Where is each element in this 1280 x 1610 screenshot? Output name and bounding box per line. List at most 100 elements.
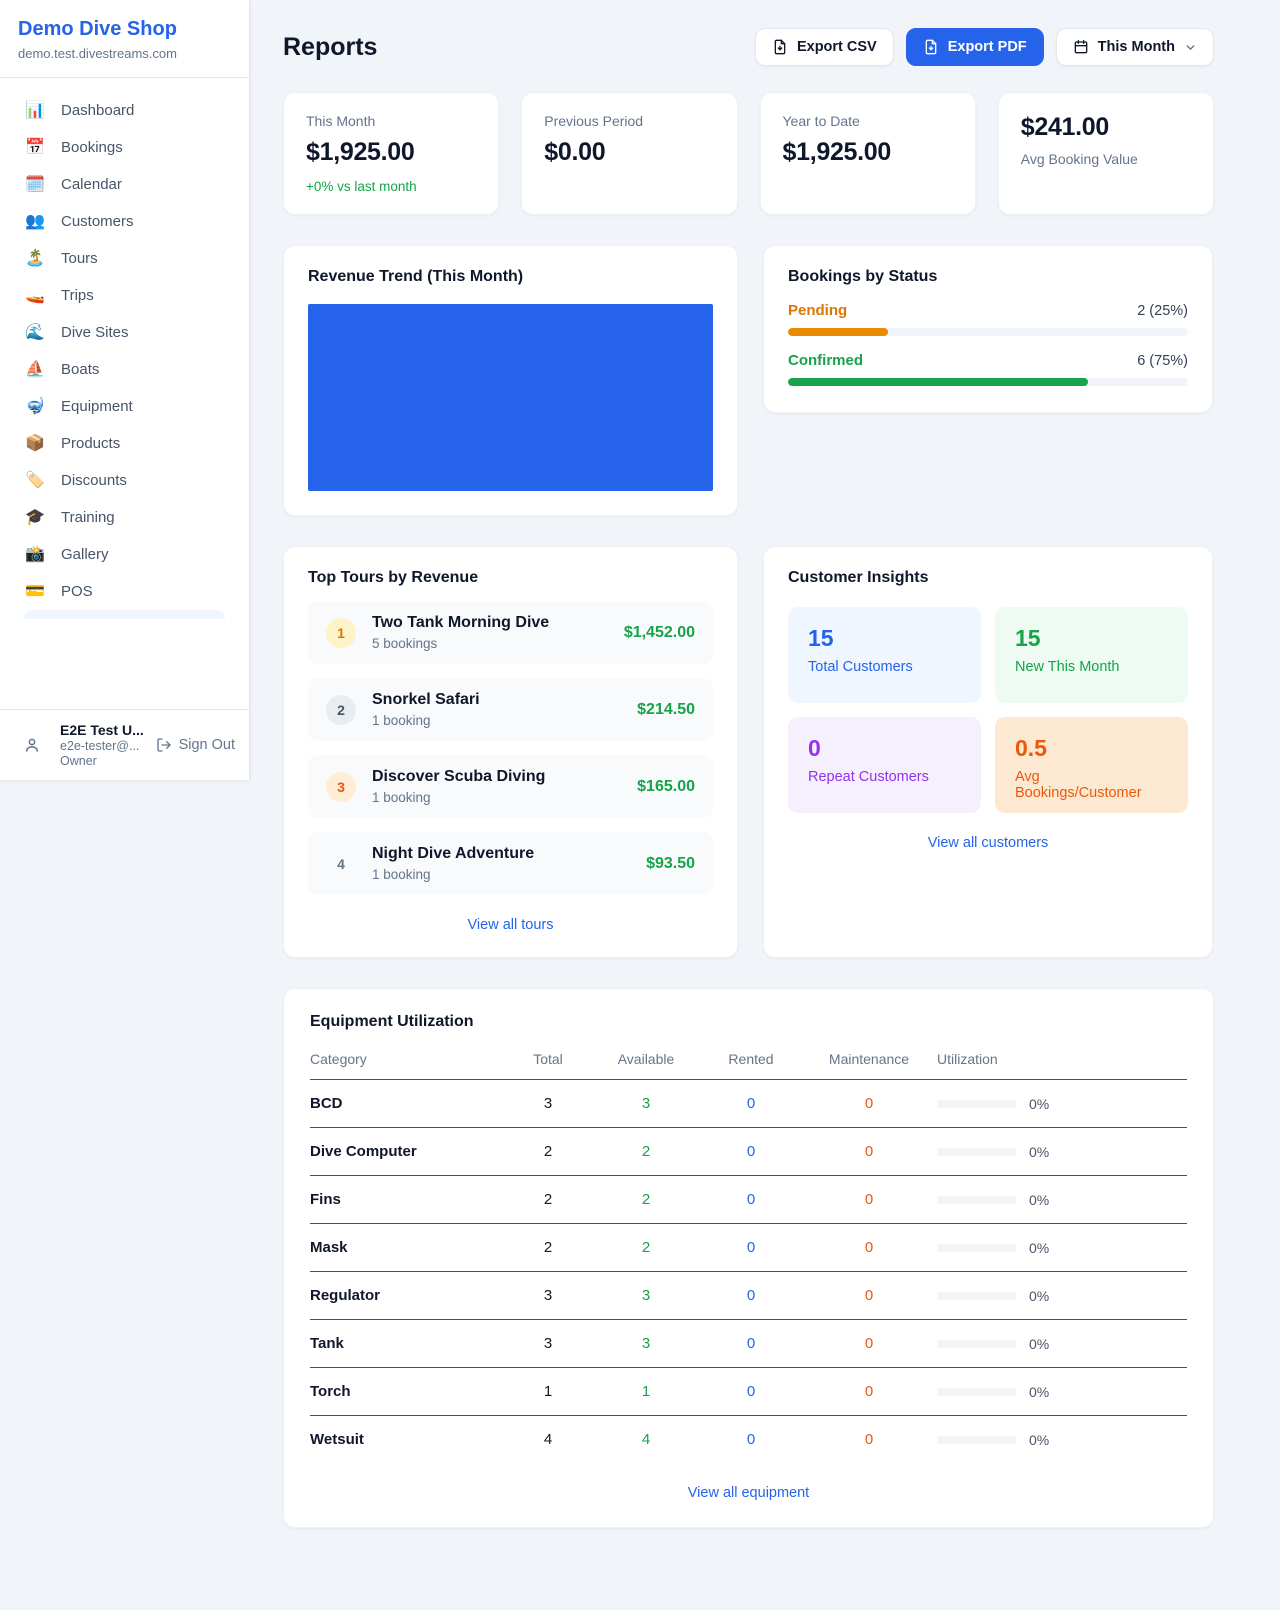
shop-name: Demo Dive Shop xyxy=(18,18,177,40)
cell-maintenance: 0 xyxy=(864,1383,874,1400)
table-row: Wetsuit 4 4 0 0 0% xyxy=(310,1416,1187,1463)
charts-row: Revenue Trend (This Month) Bookings by S… xyxy=(283,245,1214,516)
view-all-customers-link[interactable]: View all customers xyxy=(927,835,1049,851)
tour-revenue: $1,452.00 xyxy=(623,623,695,641)
insight-tile-new-this-month: 15 New This Month xyxy=(995,607,1188,703)
status-row-confirmed: Confirmed 6 (75%) xyxy=(788,352,1188,369)
tour-list-item: 2 Snorkel Safari 1 booking $214.50 xyxy=(308,678,713,741)
user-avatar xyxy=(14,727,50,763)
utilization-bar xyxy=(937,1099,1017,1108)
export-csv-button[interactable]: Export CSV xyxy=(754,28,894,66)
sidebar-item-customers[interactable]: 👥 Customers xyxy=(12,203,237,240)
cell-category: Tank xyxy=(310,1335,344,1352)
sidebar-item-training[interactable]: 🎓 Training xyxy=(12,499,237,536)
chevron-down-icon xyxy=(1186,44,1195,50)
sidebar-item-products[interactable]: 📦 Products xyxy=(12,425,237,462)
sidebar-item-label: Boats xyxy=(61,361,100,378)
revenue-trend-title: Revenue Trend (This Month) xyxy=(308,268,524,285)
view-all-tours-link[interactable]: View all tours xyxy=(467,917,554,933)
cell-total: 3 xyxy=(543,1287,553,1304)
sidebar-item-equipment[interactable]: 🤿 Equipment xyxy=(12,388,237,425)
stat-trend: +0% vs last month xyxy=(306,179,417,194)
tour-list-item: 1 Two Tank Morning Dive 5 bookings $1,45… xyxy=(308,601,713,664)
utilization-bar xyxy=(937,1195,1017,1204)
diving-mask-icon: 🤿 xyxy=(25,397,45,415)
sidebar-item-tours[interactable]: 🏝️ Tours xyxy=(12,240,237,277)
table-row: Regulator 3 3 0 0 0% xyxy=(310,1272,1187,1320)
sidebar-item-label: Discounts xyxy=(61,472,127,489)
cell-available: 4 xyxy=(641,1431,651,1448)
tile-value: 0.5 xyxy=(1015,735,1047,761)
column-header-available: Available xyxy=(617,1051,675,1067)
column-header-maintenance: Maintenance xyxy=(828,1051,910,1067)
insight-tile-repeat-customers: 0 Repeat Customers xyxy=(788,717,981,813)
sidebar-item-label: Products xyxy=(61,435,121,452)
cell-utilization: 0% xyxy=(937,1384,1187,1400)
period-dropdown[interactable]: This Month xyxy=(1055,28,1214,66)
tour-info: Discover Scuba Diving 1 booking xyxy=(372,768,545,805)
cell-total: 4 xyxy=(543,1431,553,1448)
user-email: e2e-tester@... xyxy=(60,739,140,753)
users-icon: 👥 xyxy=(25,212,45,230)
utilization-bar xyxy=(937,1147,1017,1156)
revenue-trend-chart xyxy=(308,304,713,491)
cell-maintenance: 0 xyxy=(864,1335,874,1352)
sidebar-item-dashboard[interactable]: 📊 Dashboard xyxy=(12,92,237,129)
stat-card-year-to-date: Year to Date $1,925.00 xyxy=(759,92,976,215)
cell-utilization: 0% xyxy=(937,1192,1187,1208)
sidebar-item-dive-sites[interactable]: 🌊 Dive Sites xyxy=(12,314,237,351)
person-icon xyxy=(26,738,38,752)
tour-info: Night Dive Adventure 1 booking xyxy=(372,845,534,882)
column-header-total: Total xyxy=(533,1051,563,1067)
utilization-percent: 0% xyxy=(1029,1143,1050,1160)
cell-category: Fins xyxy=(310,1191,341,1208)
tour-revenue: $214.50 xyxy=(637,700,695,718)
customer-insights-card: Customer Insights 15 Total Customers 15 … xyxy=(763,546,1213,958)
sidebar-item-bookings[interactable]: 📅 Bookings xyxy=(12,129,237,166)
cell-utilization: 0% xyxy=(937,1096,1187,1112)
file-download-icon xyxy=(774,39,786,55)
cell-available: 3 xyxy=(641,1287,651,1304)
period-label: This Month xyxy=(1097,39,1175,55)
stat-label: Year to Date xyxy=(782,113,860,129)
cell-available: 3 xyxy=(641,1335,651,1352)
cell-total: 3 xyxy=(543,1335,553,1352)
utilization-bar xyxy=(937,1291,1017,1300)
tile-label: New This Month xyxy=(1015,659,1120,675)
sidebar-item-pos[interactable]: 💳 POS xyxy=(12,573,237,610)
sidebar-item-calendar[interactable]: 🗓️ Calendar xyxy=(12,166,237,203)
status-label-confirmed: Confirmed xyxy=(788,352,863,369)
sidebar-item-trips[interactable]: 🚤 Trips xyxy=(12,277,237,314)
sidebar-user-section: E2E Test U... e2e-tester@... Owner Sign … xyxy=(0,709,249,780)
cell-available: 2 xyxy=(641,1239,651,1256)
utilization-percent: 0% xyxy=(1029,1335,1050,1352)
customer-insights-title: Customer Insights xyxy=(788,569,929,586)
sign-out-button[interactable]: Sign Out xyxy=(156,737,235,753)
bookings-by-status-card: Bookings by Status Pending 2 (25%) Confi… xyxy=(763,245,1213,413)
cell-category: Torch xyxy=(310,1383,351,1400)
top-tours-card: Top Tours by Revenue 1 Two Tank Morning … xyxy=(283,546,738,958)
table-row: Fins 2 2 0 0 0% xyxy=(310,1176,1187,1224)
sidebar-item-label: Tours xyxy=(61,250,98,267)
sidebar-item-gallery[interactable]: 📸 Gallery xyxy=(12,536,237,573)
cell-available: 3 xyxy=(641,1095,651,1112)
cell-maintenance: 0 xyxy=(864,1287,874,1304)
cell-maintenance: 0 xyxy=(864,1191,874,1208)
sidebar-nav: 📊 Dashboard 📅 Bookings 🗓️ Calendar 👥 Custome… xyxy=(0,78,249,709)
sidebar-item-boats[interactable]: ⛵ Boats xyxy=(12,351,237,388)
status-count-pending: 2 (25%) xyxy=(1137,303,1188,319)
export-pdf-button[interactable]: Export PDF xyxy=(905,28,1044,66)
cell-category: Wetsuit xyxy=(310,1431,364,1448)
main-content: Reports Export CSV Export PDF This Month… xyxy=(250,0,1280,1568)
stat-label: Avg Booking Value xyxy=(1020,151,1138,167)
bar-chart-icon: 📊 xyxy=(25,101,45,119)
view-all-equipment-link[interactable]: View all equipment xyxy=(687,1485,810,1501)
status-bar-track-pending xyxy=(788,328,1188,336)
tour-name: Snorkel Safari xyxy=(372,691,480,708)
file-download-icon xyxy=(925,39,937,55)
sidebar-item-discounts[interactable]: 🏷️ Discounts xyxy=(12,462,237,499)
tile-value: 15 xyxy=(808,625,834,651)
sidebar-active-item-partial[interactable] xyxy=(24,610,225,619)
sidebar-item-label: Equipment xyxy=(61,398,133,415)
sidebar-header: Demo Dive Shop demo.test.divestreams.com xyxy=(0,0,249,78)
